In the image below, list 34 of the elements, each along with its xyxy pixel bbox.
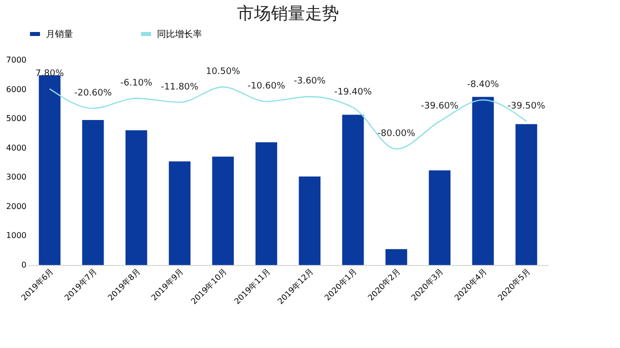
data-label: -6.10% xyxy=(120,78,153,88)
data-label: -39.50% xyxy=(508,101,546,112)
bar xyxy=(342,114,364,265)
y-tick-label: 7000 xyxy=(6,56,26,64)
data-label: -10.60% xyxy=(248,81,286,92)
bar xyxy=(82,120,104,265)
legend-label: 月销量 xyxy=(46,29,73,40)
data-label: -19.40% xyxy=(334,87,372,98)
y-tick-label: 3000 xyxy=(6,172,26,182)
y-tick-label: 4000 xyxy=(6,143,26,152)
bar xyxy=(168,161,190,265)
y-tick-label: 1000 xyxy=(6,231,26,240)
bar xyxy=(298,176,320,265)
bar xyxy=(428,170,450,265)
bar xyxy=(126,130,148,265)
data-label: -8.40% xyxy=(467,80,500,90)
bar xyxy=(386,249,408,265)
bar xyxy=(516,124,538,265)
legend-label: 同比增长率 xyxy=(157,29,202,40)
data-label: 10.50% xyxy=(206,67,241,77)
y-tick-label: 0 xyxy=(21,260,26,270)
y-tick-label: 2000 xyxy=(6,202,26,211)
y-tick-label: 6000 xyxy=(6,84,26,94)
bar xyxy=(212,156,234,265)
data-label: -11.80% xyxy=(160,82,199,92)
data-label: -3.60% xyxy=(294,76,326,87)
bar xyxy=(256,142,278,265)
bar xyxy=(472,96,494,265)
data-label: -39.60% xyxy=(420,101,459,112)
y-tick-label: 5000 xyxy=(6,114,26,124)
bar xyxy=(38,75,60,265)
data-label: -20.60% xyxy=(74,88,112,98)
chart-title: 市场销量走势 xyxy=(237,4,339,24)
data-label: -80.00% xyxy=(378,129,416,139)
